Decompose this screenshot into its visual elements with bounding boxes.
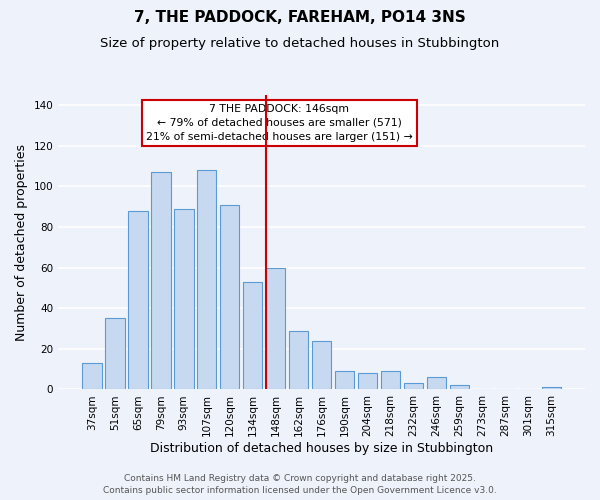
Bar — [404, 384, 423, 390]
Text: Size of property relative to detached houses in Stubbington: Size of property relative to detached ho… — [100, 38, 500, 51]
Text: 7 THE PADDOCK: 146sqm
← 79% of detached houses are smaller (571)
21% of semi-det: 7 THE PADDOCK: 146sqm ← 79% of detached … — [146, 104, 413, 142]
Bar — [289, 330, 308, 390]
Bar — [542, 388, 561, 390]
Bar — [128, 211, 148, 390]
Bar — [243, 282, 262, 390]
Bar — [335, 371, 355, 390]
Y-axis label: Number of detached properties: Number of detached properties — [15, 144, 28, 340]
Bar — [449, 386, 469, 390]
Bar — [358, 373, 377, 390]
Bar — [381, 371, 400, 390]
Bar — [197, 170, 217, 390]
Bar — [312, 340, 331, 390]
Bar — [105, 318, 125, 390]
Bar — [266, 268, 286, 390]
Bar — [82, 363, 101, 390]
Text: 7, THE PADDOCK, FAREHAM, PO14 3NS: 7, THE PADDOCK, FAREHAM, PO14 3NS — [134, 10, 466, 25]
Text: Contains HM Land Registry data © Crown copyright and database right 2025.
Contai: Contains HM Land Registry data © Crown c… — [103, 474, 497, 495]
Bar — [174, 208, 194, 390]
Bar — [427, 378, 446, 390]
Bar — [220, 204, 239, 390]
Bar — [151, 172, 170, 390]
X-axis label: Distribution of detached houses by size in Stubbington: Distribution of detached houses by size … — [150, 442, 493, 455]
